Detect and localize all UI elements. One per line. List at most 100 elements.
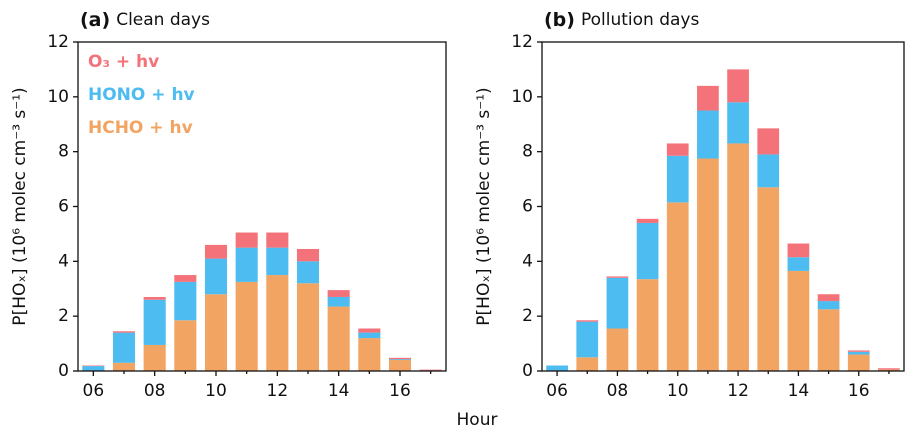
bar-segment [817,301,840,310]
bar-segment [235,232,258,248]
bar-segment [204,294,228,371]
bar-segment [546,365,568,371]
x-tick-label: 16 [389,381,411,401]
panel-title-text: Pollution days [581,10,700,30]
x-tick-label: 06 [83,381,105,401]
y-tick-label: 6 [522,197,533,217]
bar-segment [296,248,320,262]
y-tick-label: 0 [522,361,533,381]
bar-segment [112,362,136,371]
bar-segment [296,283,320,371]
bar-segment [817,309,840,371]
bar-segment [327,290,350,297]
bar-segment [419,369,442,371]
bar-segment [235,247,258,282]
bar-segment [143,296,166,300]
x-axis-label: Hour [457,410,498,430]
bar-segment [787,257,810,271]
y-tick-label: 2 [522,306,533,326]
bar-segment [727,102,749,144]
bar-segment [82,366,105,371]
y-tick-label: 2 [58,306,69,326]
bar-segment [174,320,197,371]
bar-segment [636,218,659,223]
bar-segment [143,344,166,371]
bar-segment [697,110,719,159]
bar-segment [358,328,381,333]
panel-title: (b) Pollution days [544,9,699,31]
bar-segment [388,357,412,360]
x-tick-label: 16 [848,381,870,401]
y-tick-label: 4 [522,251,533,271]
bar-segment [112,332,136,363]
bar-segment [266,232,289,248]
bar-segment [787,243,810,258]
bar-segment [636,222,659,280]
bar-segment [847,354,870,371]
x-tick-label: 14 [788,381,810,401]
bar-segment [787,270,810,371]
bar-segment [757,154,780,188]
x-tick-label: 06 [546,381,568,401]
panel-label: (b) [544,9,575,31]
bar-segment [727,143,749,371]
y-tick-label: 12 [511,32,533,52]
bar-segment [204,258,228,295]
x-tick-label: 14 [328,381,350,401]
x-tick-label: 12 [267,381,289,401]
bar-segment [358,332,381,339]
bar-segment [388,360,412,371]
y-axis-label: P[HOₓ] (10⁶ molec cm⁻³ s⁻¹) [474,87,494,325]
y-tick-label: 6 [58,197,69,217]
x-tick-label: 10 [667,381,689,401]
bar-segment [296,261,320,284]
bar-segment [757,128,780,155]
bar-segment [576,357,599,371]
y-tick-label: 4 [58,251,69,271]
legend-entry: HCHO + hv [88,118,193,138]
bar-segment [174,281,197,321]
x-tick-label: 08 [144,381,166,401]
bar-segment [847,351,870,355]
bar-segment [266,275,289,371]
plot-frame [541,41,905,372]
x-tick-label: 08 [607,381,629,401]
bar-segment [174,275,197,282]
panel-title-text: Clean days [116,10,210,30]
bar-segment [327,306,350,371]
y-tick-label: 0 [58,361,69,381]
bar-segment [606,277,629,329]
bar-segment [143,299,166,345]
y-axis-label: P[HOₓ] (10⁶ molec cm⁻³ s⁻¹) [10,87,30,325]
bar-segment [327,296,350,307]
bar-segment [358,338,381,371]
bar-segment [878,369,900,371]
bar-segment [235,281,258,371]
y-tick-label: 8 [58,142,69,162]
bar-segment [697,158,719,371]
bar-segment [576,321,599,358]
panel-label: (a) [80,9,110,31]
bar-segment [878,368,900,370]
bar-segment [112,331,136,333]
bar-segment [636,279,659,371]
y-tick-label: 12 [47,32,69,52]
y-tick-label: 10 [511,87,533,107]
legend-entry: O₃ + hv [88,52,159,72]
x-tick-label: 10 [205,381,227,401]
bar-segment [82,365,105,367]
legend-entry: HONO + hv [88,85,195,105]
bar-segment [666,202,689,371]
y-tick-label: 10 [47,87,69,107]
bar-segment [204,244,228,259]
bar-segment [847,350,870,352]
bar-segment [757,187,780,371]
bar-segment [697,85,719,111]
panel-title: (a) Clean days [80,9,210,31]
x-tick-label: 12 [727,381,749,401]
bar-segment [606,276,629,278]
bar-segment [388,359,412,361]
bar-segment [817,294,840,302]
bar-segment [606,328,629,371]
